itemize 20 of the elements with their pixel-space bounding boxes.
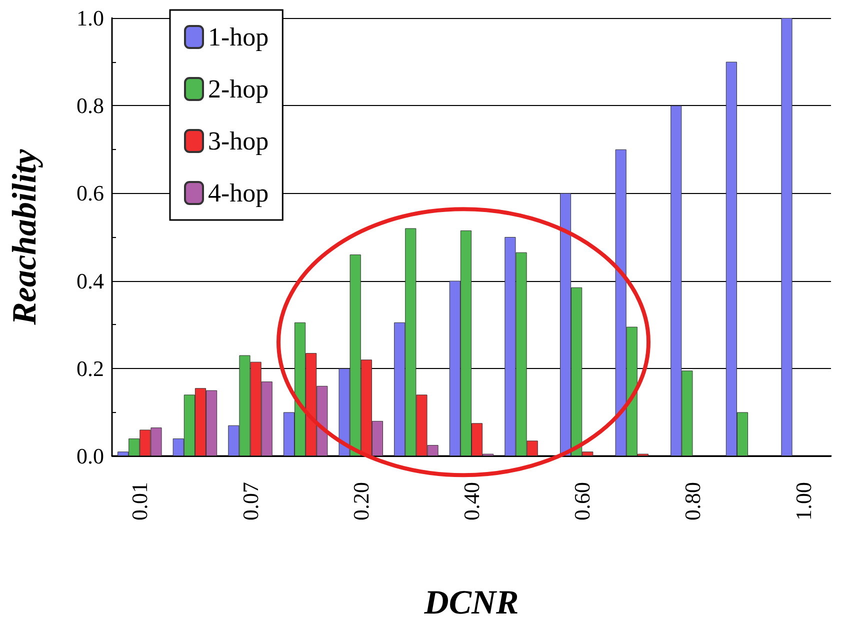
x-tick-label: 0.40 xyxy=(459,482,484,520)
legend-label: 2-hop xyxy=(208,74,269,104)
bar xyxy=(781,18,792,456)
x-tick-label: 0.60 xyxy=(570,482,595,520)
y-tick-label: 0.8 xyxy=(76,93,104,118)
y-tick-label: 0.0 xyxy=(76,444,104,468)
y-tick-label: 0.2 xyxy=(76,356,104,381)
x-tick-label: 1.00 xyxy=(790,482,816,520)
legend-label: 1-hop xyxy=(208,22,269,52)
x-axis-title: DCNR xyxy=(423,584,519,622)
x-tick-label: 0.20 xyxy=(348,482,374,520)
legend-label: 3-hop xyxy=(208,126,269,156)
x-tick-label: 0.07 xyxy=(238,482,263,520)
y-axis-title: Reachability xyxy=(6,148,44,326)
y-tick-label: 0.4 xyxy=(76,268,104,294)
legend-label: 4-hop xyxy=(208,178,269,208)
x-tick-label: 0.80 xyxy=(680,482,706,520)
y-tick-label: 0.6 xyxy=(76,180,104,206)
x-tick-label: 0.01 xyxy=(127,482,152,520)
y-tick-label: 1.0 xyxy=(76,6,104,30)
